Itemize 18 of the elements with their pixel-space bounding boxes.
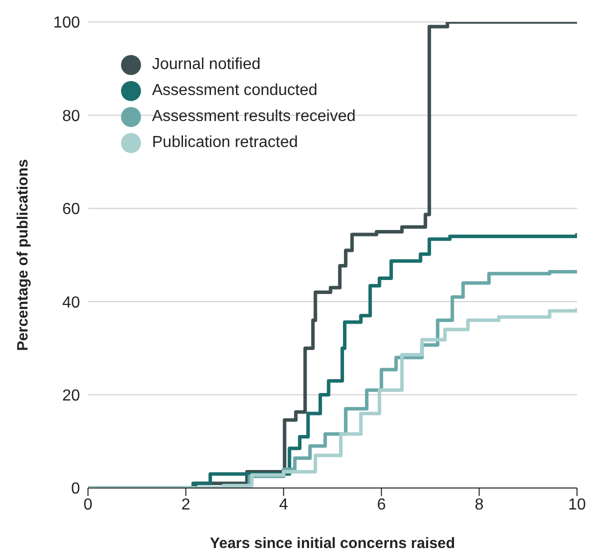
- x-tick-label: 4: [279, 496, 288, 514]
- legend-label: Publication retracted: [152, 133, 298, 153]
- legend-label: Assessment results received: [152, 107, 356, 127]
- y-tick-label: 0: [71, 480, 80, 498]
- y-tick-label: 60: [62, 201, 80, 218]
- x-tick-label: 10: [568, 496, 586, 514]
- y-tick-label: 40: [62, 294, 80, 312]
- legend-label: Journal notified: [152, 55, 261, 75]
- x-tick-label: 2: [181, 496, 190, 514]
- y-tick-label: 80: [62, 108, 80, 125]
- x-tick-label: 6: [376, 496, 386, 514]
- y-tick-label: 20: [62, 387, 80, 404]
- x-tick-label: 0: [84, 496, 93, 514]
- x-axis-title: Years since initial concerns raised: [210, 535, 456, 552]
- y-tick-label: 100: [53, 14, 80, 32]
- legend-label: Assessment conducted: [152, 81, 318, 101]
- x-tick-label: 8: [474, 496, 484, 514]
- y-axis-title: Percentage of publications: [14, 159, 32, 351]
